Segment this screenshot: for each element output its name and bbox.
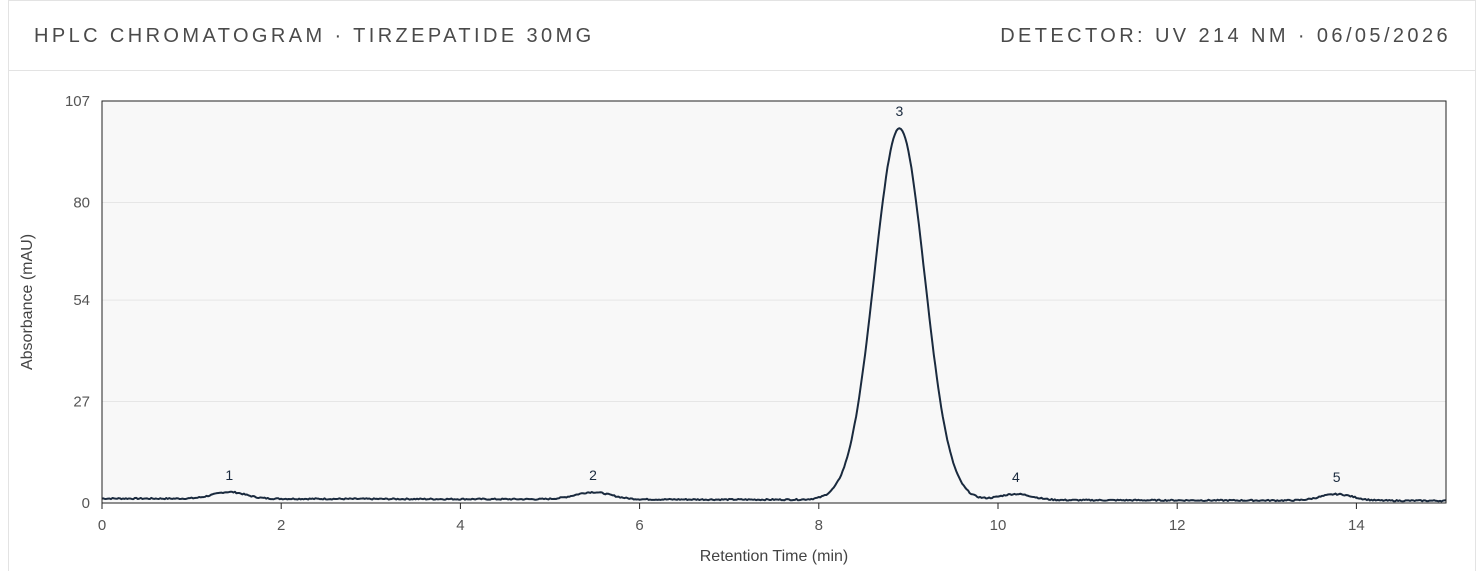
y-tick-label: 0 bbox=[82, 495, 90, 512]
chart-title: HPLC CHROMATOGRAM · TIRZEPATIDE 30MG bbox=[34, 25, 595, 47]
x-axis-title: Retention Time (min) bbox=[700, 548, 849, 565]
x-tick-label: 12 bbox=[1169, 517, 1186, 534]
y-tick-label: 54 bbox=[73, 292, 90, 309]
y-tick-label: 107 bbox=[65, 93, 90, 110]
x-tick-label: 8 bbox=[815, 517, 823, 534]
x-tick-label: 0 bbox=[98, 517, 106, 534]
y-tick-label: 80 bbox=[73, 194, 90, 211]
x-tick-label: 4 bbox=[456, 517, 464, 534]
panel-header: HPLC CHROMATOGRAM · TIRZEPATIDE 30MG DET… bbox=[9, 1, 1475, 71]
x-tick-label: 14 bbox=[1348, 517, 1365, 534]
peak-label: 1 bbox=[225, 467, 233, 483]
peak-label: 3 bbox=[896, 103, 904, 119]
peak-label: 5 bbox=[1333, 469, 1341, 485]
peak-label: 2 bbox=[589, 467, 597, 483]
x-axis-ticks: 0 2 4 6 8 10 12 14 bbox=[98, 503, 1365, 534]
plot-area bbox=[102, 101, 1446, 503]
grid-lines bbox=[102, 201, 1446, 403]
chromatogram-trace bbox=[101, 127, 1447, 503]
plot-frame bbox=[101, 100, 1447, 504]
y-axis-ticks: 0 27 54 80 107 bbox=[65, 93, 90, 512]
peak-label: 4 bbox=[1012, 469, 1020, 485]
detector-info: DETECTOR: UV 214 NM · 06/05/2026 bbox=[1000, 25, 1451, 47]
y-tick-label: 27 bbox=[73, 394, 90, 411]
y-axis-title: Absorbance (mAU) bbox=[19, 234, 36, 370]
x-tick-label: 2 bbox=[277, 517, 285, 534]
peak-labels: 1 2 3 4 5 bbox=[225, 103, 1340, 485]
x-tick-label: 6 bbox=[635, 517, 643, 534]
x-tick-label: 10 bbox=[990, 517, 1007, 534]
